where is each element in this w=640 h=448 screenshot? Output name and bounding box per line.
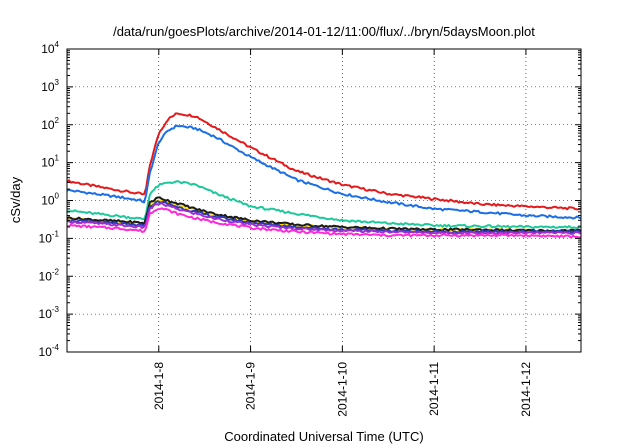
y-axis: 10-4 10-3 10-2 10-1 100 101 102 103 104 <box>39 40 581 359</box>
x-tick-label: 2014-1-11 <box>427 362 441 416</box>
series-line <box>66 112 582 211</box>
series-line <box>66 196 582 233</box>
y-tick-label: 101 <box>41 154 59 170</box>
series-line <box>66 207 582 239</box>
y-tick-label: 10-1 <box>39 229 60 245</box>
y-tick-label: 10-4 <box>39 343 60 359</box>
x-tick-label: 2014-1-9 <box>244 362 258 410</box>
y-tick-label: 102 <box>41 116 59 132</box>
y-tick-label: 10-2 <box>39 267 60 283</box>
y-tick-label: 10-3 <box>39 305 60 321</box>
x-tick-label: 2014-1-12 <box>519 362 533 417</box>
series-group <box>66 112 582 239</box>
x-axis-label: Coordinated Universal Time (UTC) <box>224 429 423 444</box>
x-axis: 2014-1-8 2014-1-9 2014-1-10 2014-1-11 2014-1… <box>152 49 533 417</box>
x-tick-label: 2014-1-10 <box>335 362 349 417</box>
y-tick-label: 104 <box>41 40 59 56</box>
grid <box>67 49 581 352</box>
series-line <box>66 124 582 220</box>
chart-title: /data/run/goesPlots/archive/2014-01-12/1… <box>113 24 535 39</box>
series-line <box>66 180 582 230</box>
x-tick-label: 2014-1-8 <box>152 362 166 410</box>
y-axis-label: cSv/day <box>8 176 23 223</box>
y-tick-label: 100 <box>41 192 59 208</box>
y-tick-label: 103 <box>41 78 59 94</box>
series-line <box>66 202 582 235</box>
